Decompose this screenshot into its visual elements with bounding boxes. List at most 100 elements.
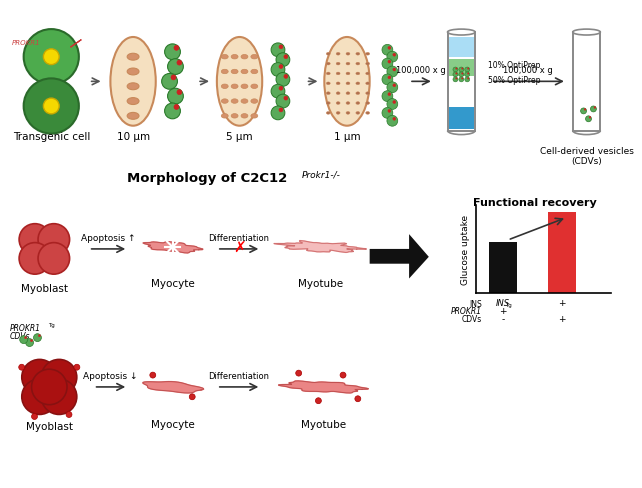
Circle shape xyxy=(465,78,470,82)
Circle shape xyxy=(387,100,398,110)
Ellipse shape xyxy=(356,63,360,66)
Circle shape xyxy=(39,335,40,337)
Ellipse shape xyxy=(127,69,139,76)
Ellipse shape xyxy=(326,53,330,56)
Ellipse shape xyxy=(366,63,370,66)
Text: Glucose uptake: Glucose uptake xyxy=(461,214,470,285)
Circle shape xyxy=(174,105,179,110)
Circle shape xyxy=(453,78,458,82)
Circle shape xyxy=(584,109,586,111)
Ellipse shape xyxy=(336,63,340,66)
Ellipse shape xyxy=(326,93,330,95)
Text: 5 μm: 5 μm xyxy=(226,131,253,141)
Ellipse shape xyxy=(231,70,238,75)
Text: 10 μm: 10 μm xyxy=(116,131,150,141)
Ellipse shape xyxy=(356,53,360,56)
Circle shape xyxy=(22,360,57,395)
Circle shape xyxy=(279,46,283,50)
Circle shape xyxy=(387,67,398,78)
Text: INS: INS xyxy=(496,299,510,307)
Ellipse shape xyxy=(346,83,350,85)
Bar xyxy=(489,243,517,294)
Circle shape xyxy=(388,110,391,113)
Text: Myocyte: Myocyte xyxy=(151,420,195,429)
Circle shape xyxy=(38,224,69,256)
Ellipse shape xyxy=(221,100,228,104)
Ellipse shape xyxy=(251,85,258,89)
Circle shape xyxy=(189,394,195,400)
Text: Myoblast: Myoblast xyxy=(26,422,73,431)
Ellipse shape xyxy=(127,113,139,120)
Circle shape xyxy=(456,74,457,75)
Circle shape xyxy=(276,95,290,109)
Ellipse shape xyxy=(326,112,330,115)
Circle shape xyxy=(168,89,184,105)
Circle shape xyxy=(24,30,79,85)
Text: -: - xyxy=(501,314,505,324)
Circle shape xyxy=(462,69,463,70)
Circle shape xyxy=(382,108,393,119)
Circle shape xyxy=(388,61,391,64)
Text: 100,000 x g: 100,000 x g xyxy=(396,66,446,75)
Ellipse shape xyxy=(447,30,475,36)
Circle shape xyxy=(66,412,72,418)
Ellipse shape xyxy=(251,100,258,104)
Text: Tg: Tg xyxy=(48,323,55,327)
Circle shape xyxy=(26,339,33,347)
Ellipse shape xyxy=(241,70,248,75)
Text: 1 μm: 1 μm xyxy=(334,131,360,141)
Ellipse shape xyxy=(110,38,156,126)
Polygon shape xyxy=(279,381,369,393)
Ellipse shape xyxy=(127,83,139,91)
Ellipse shape xyxy=(221,114,228,119)
Ellipse shape xyxy=(251,70,258,75)
Circle shape xyxy=(465,73,470,78)
Ellipse shape xyxy=(217,38,262,126)
Ellipse shape xyxy=(336,93,340,95)
Ellipse shape xyxy=(346,112,350,115)
Circle shape xyxy=(162,74,177,90)
Circle shape xyxy=(589,117,591,119)
Circle shape xyxy=(271,85,285,99)
Ellipse shape xyxy=(336,73,340,76)
Circle shape xyxy=(388,77,391,80)
Ellipse shape xyxy=(231,114,238,119)
Bar xyxy=(573,33,600,131)
Ellipse shape xyxy=(241,100,248,104)
Text: Tg: Tg xyxy=(505,303,512,307)
Bar xyxy=(449,108,474,129)
Ellipse shape xyxy=(356,93,360,95)
Ellipse shape xyxy=(127,54,139,61)
Circle shape xyxy=(150,372,156,378)
Circle shape xyxy=(44,50,59,65)
Circle shape xyxy=(279,87,283,91)
Circle shape xyxy=(19,243,51,275)
Text: 50% OptiPrep: 50% OptiPrep xyxy=(488,76,541,85)
Bar xyxy=(573,33,600,131)
Ellipse shape xyxy=(127,99,139,105)
Circle shape xyxy=(393,84,395,87)
Text: Differentiation: Differentiation xyxy=(208,371,269,380)
Circle shape xyxy=(271,107,285,121)
Circle shape xyxy=(382,45,393,56)
Bar xyxy=(449,38,474,58)
Ellipse shape xyxy=(356,112,360,115)
Circle shape xyxy=(164,45,180,61)
Ellipse shape xyxy=(241,55,248,60)
Bar xyxy=(447,33,475,131)
Circle shape xyxy=(279,109,283,113)
Text: (CDVs): (CDVs) xyxy=(571,156,602,165)
Circle shape xyxy=(453,73,458,78)
Ellipse shape xyxy=(366,73,370,76)
Circle shape xyxy=(465,68,470,73)
Text: PROKR1: PROKR1 xyxy=(12,40,40,46)
Circle shape xyxy=(41,379,77,415)
Circle shape xyxy=(462,79,463,80)
Circle shape xyxy=(24,79,79,134)
Circle shape xyxy=(586,117,591,122)
Bar xyxy=(449,60,474,77)
Ellipse shape xyxy=(326,73,330,76)
Ellipse shape xyxy=(366,83,370,85)
Circle shape xyxy=(41,360,77,395)
Circle shape xyxy=(171,76,176,81)
